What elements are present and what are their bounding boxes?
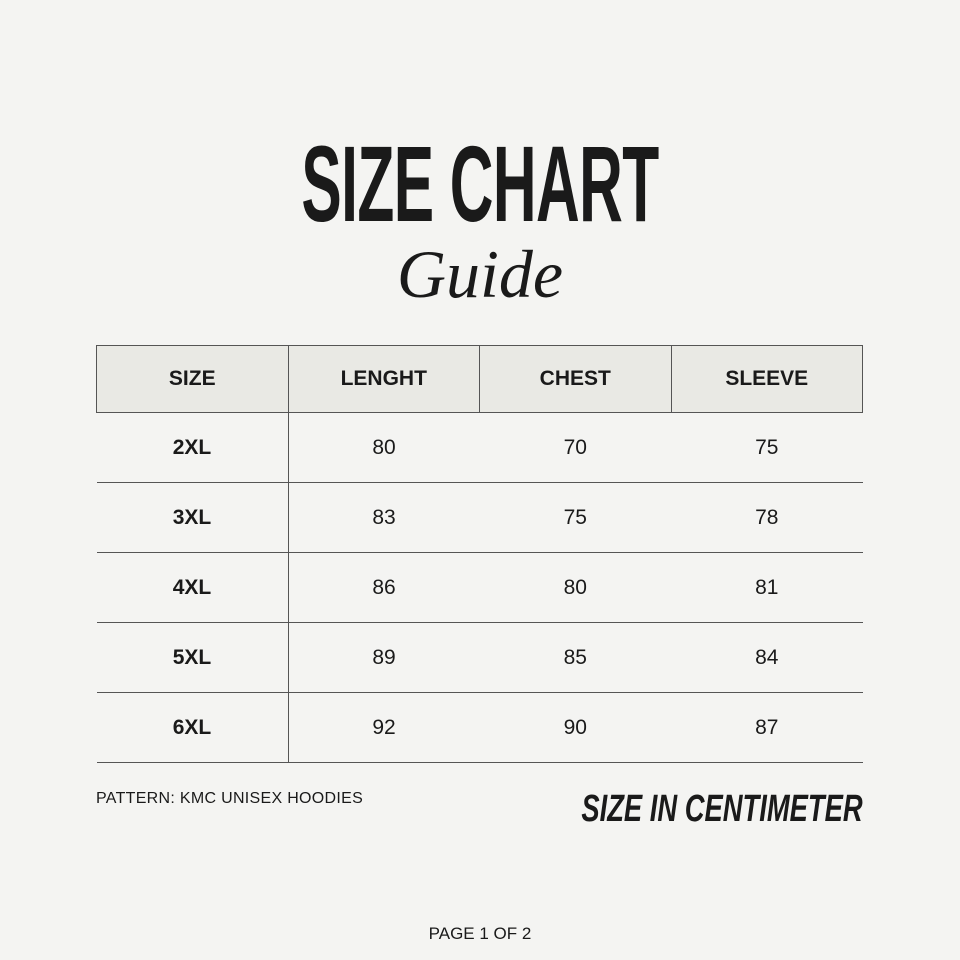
column-header: SLEEVE <box>670 345 863 413</box>
value-cell: 84 <box>671 622 863 693</box>
value-cell: 75 <box>671 412 863 483</box>
value-cell: 90 <box>479 692 671 763</box>
table-row: 4XL 86 80 81 <box>96 552 863 623</box>
column-header: LENGHT <box>287 345 480 413</box>
title-block: SIZE CHART <box>0 123 960 244</box>
page-subtitle: Guide <box>396 236 564 312</box>
table-row: 6XL 92 90 87 <box>96 692 863 763</box>
value-cell: 92 <box>288 692 480 763</box>
table-row: 2XL 80 70 75 <box>96 412 863 483</box>
value-cell: 78 <box>671 482 863 553</box>
size-cell: 5XL <box>96 622 289 693</box>
unit-note: SIZE IN CENTIMETER <box>581 788 863 830</box>
table-row: 5XL 89 85 84 <box>96 622 863 693</box>
value-cell: 80 <box>479 552 671 623</box>
value-cell: 70 <box>479 412 671 483</box>
column-header: SIZE <box>96 345 289 413</box>
size-cell: 4XL <box>96 552 289 623</box>
pattern-label: PATTERN: KMC UNISEX HOODIES <box>96 790 364 807</box>
value-cell: 75 <box>479 482 671 553</box>
size-cell: 3XL <box>96 482 289 553</box>
value-cell: 85 <box>479 622 671 693</box>
page-title: SIZE CHART <box>301 123 659 244</box>
table-row: 3XL 83 75 78 <box>96 482 863 553</box>
size-cell: 6XL <box>96 692 289 763</box>
size-table: SIZE LENGHT CHEST SLEEVE 2XL 80 70 75 3XL 83 7… <box>96 345 863 763</box>
value-cell: 86 <box>288 552 480 623</box>
value-cell: 80 <box>288 412 480 483</box>
table-header-row: SIZE LENGHT CHEST SLEEVE <box>96 345 863 413</box>
page-indicator: PAGE 1 OF 2 <box>428 924 532 943</box>
value-cell: 89 <box>288 622 480 693</box>
value-cell: 81 <box>671 552 863 623</box>
size-cell: 2XL <box>96 412 289 483</box>
value-cell: 87 <box>671 692 863 763</box>
column-header: CHEST <box>479 345 672 413</box>
value-cell: 83 <box>288 482 480 553</box>
